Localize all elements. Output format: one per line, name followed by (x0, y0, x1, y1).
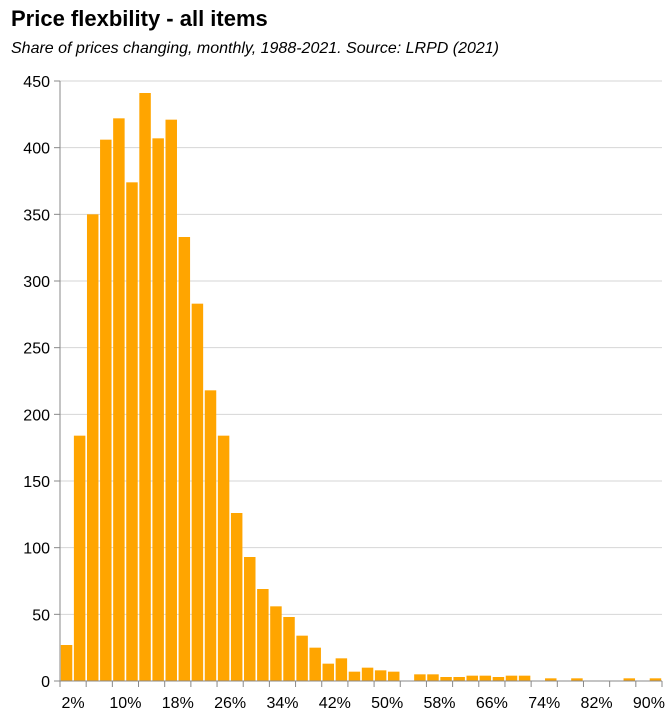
bar (178, 237, 191, 681)
bar (100, 139, 112, 681)
x-tick-label: 82% (581, 695, 613, 712)
bar (427, 674, 439, 681)
bar (60, 645, 73, 681)
bar (139, 93, 151, 681)
x-tick-label: 26% (214, 695, 246, 712)
bar (257, 589, 269, 681)
bar (230, 513, 243, 681)
bar (296, 635, 308, 681)
bar (322, 663, 335, 681)
bar (217, 435, 230, 681)
bar (126, 182, 138, 682)
bar (518, 675, 531, 681)
x-tick-label: 66% (476, 695, 508, 712)
bar (545, 678, 557, 681)
bar (505, 675, 518, 681)
y-tick-label: 150 (23, 474, 50, 491)
bar (152, 138, 164, 682)
x-tick-label: 18% (162, 695, 194, 712)
bar (414, 674, 426, 681)
bar (191, 303, 204, 681)
y-tick-label: 200 (23, 407, 50, 424)
x-tick-label: 74% (528, 695, 560, 712)
x-tick-label: 2% (62, 695, 85, 712)
bar (374, 670, 387, 681)
y-tick-label: 450 (23, 74, 50, 91)
bar (571, 678, 583, 681)
y-tick-label: 300 (23, 274, 50, 291)
y-tick-label: 50 (32, 607, 50, 624)
x-tick-label: 50% (371, 695, 403, 712)
bar (113, 118, 125, 682)
bar (623, 678, 636, 681)
bar (335, 658, 348, 681)
bar (283, 617, 295, 681)
bar (348, 671, 361, 681)
y-tick-label: 350 (23, 207, 50, 224)
x-tick-label: 90% (633, 695, 665, 712)
bars (60, 93, 662, 682)
bar (309, 647, 321, 681)
bar (73, 435, 86, 681)
x-tick-label: 10% (109, 695, 141, 712)
chart-title: Price flexbility - all items (11, 6, 268, 31)
bar (453, 677, 465, 681)
x-tick-label: 42% (319, 695, 351, 712)
y-tick-label: 250 (23, 341, 50, 358)
bar (492, 677, 505, 681)
x-tick-label: 34% (266, 695, 298, 712)
bar (165, 119, 177, 681)
bar (466, 675, 478, 681)
bar (204, 390, 217, 681)
bar (649, 678, 662, 681)
bar (244, 557, 256, 681)
y-tick-label: 400 (23, 141, 50, 158)
bar (387, 671, 400, 681)
y-tick-label: 100 (23, 541, 50, 558)
y-tick-label: 0 (41, 674, 50, 691)
bar (479, 675, 492, 681)
axes: 0 50 100 150 200 250 300 350 400 450 2% 10% 18% 26% 34… (23, 74, 665, 712)
bar (440, 677, 452, 681)
x-tick-label: 58% (424, 695, 456, 712)
chart-subtitle: Share of prices changing, monthly, 1988-… (11, 40, 499, 57)
bar (86, 214, 99, 682)
bar (270, 606, 282, 681)
bar (361, 667, 374, 681)
